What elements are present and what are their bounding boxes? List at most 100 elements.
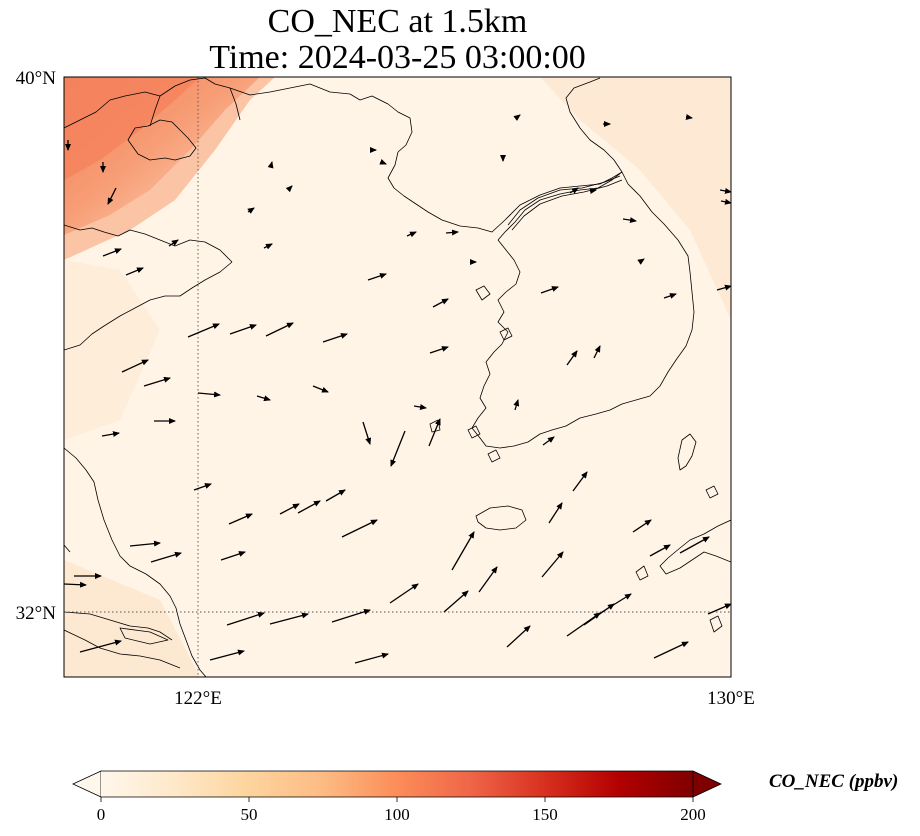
coast-shandong-north — [64, 224, 233, 263]
coast-liaodong — [64, 77, 623, 233]
coastlines — [64, 77, 731, 677]
wind-arrow — [685, 114, 693, 120]
colorbar-tick-label: 50 — [241, 805, 258, 824]
concentration-haze-west — [64, 260, 160, 440]
coast-island-2 — [499, 327, 513, 341]
wind-arrow — [197, 391, 221, 398]
wind-arrow — [125, 267, 144, 276]
border-line-3 — [511, 179, 623, 231]
coast-kyushu — [659, 519, 731, 575]
lon-tick-label-130: 130°E — [707, 688, 755, 709]
wind-arrow — [279, 503, 300, 515]
wind-arrow — [513, 399, 520, 411]
wind-arrow — [451, 531, 475, 571]
wind-arrow — [622, 217, 637, 224]
map-title: CO_NEC at 1.5km — [267, 3, 528, 40]
wind-arrow — [679, 536, 710, 554]
map-frame — [63, 76, 732, 678]
coast-bohai-inner — [149, 95, 161, 127]
wind-arrow — [263, 243, 273, 250]
colorbar-tick-label: 150 — [532, 805, 558, 824]
wind-vectors — [64, 114, 731, 664]
wind-arrow — [542, 436, 555, 446]
wind-arrow — [143, 376, 171, 387]
wind-arrow — [428, 418, 441, 447]
coast-shandong-south — [64, 261, 233, 351]
wind-arrow — [716, 284, 731, 291]
coast-chongming-island — [119, 627, 169, 645]
wind-arrow — [121, 359, 149, 373]
wind-arrow — [513, 114, 521, 121]
wind-arrow — [285, 185, 293, 193]
wind-arrow — [341, 519, 378, 538]
map-panel — [64, 77, 731, 677]
wind-arrow — [297, 500, 321, 514]
colorbar: 0 50 100 150 200 CO_NEC (ppbv) — [72, 770, 898, 824]
wind-arrow — [269, 612, 309, 625]
wind-arrow — [720, 198, 731, 205]
colorbar-label: CO_NEC (ppbv) — [769, 771, 898, 792]
wind-arrow — [506, 625, 531, 648]
lat-tick-label-40: 40°N — [16, 68, 57, 89]
concentration-plume-peak — [64, 77, 200, 180]
colorbar-extend-low — [72, 770, 102, 798]
wind-arrow — [226, 611, 265, 626]
coast-korea-border — [497, 171, 623, 241]
wind-arrow — [331, 608, 371, 623]
coast-island-7 — [709, 615, 723, 633]
wind-arrow — [325, 489, 346, 502]
colorbar-extend-high — [692, 770, 722, 798]
wind-arrow — [64, 581, 87, 588]
wind-arrow — [649, 544, 671, 557]
wind-arrow — [354, 652, 389, 664]
wind-arrow — [229, 324, 257, 335]
wind-arrow — [663, 293, 677, 299]
wind-arrow — [129, 540, 161, 547]
border-line-2 — [507, 175, 621, 226]
wind-arrow — [193, 483, 212, 491]
wind-arrow — [707, 603, 731, 615]
coast-tsushima — [677, 433, 697, 471]
wind-arrow — [228, 513, 253, 525]
wind-arrow — [150, 551, 182, 563]
wind-arrow — [107, 187, 117, 205]
wind-arrow — [637, 258, 645, 265]
coast-yangtze-south — [64, 629, 181, 669]
wind-arrow — [432, 298, 449, 308]
coast-korea — [471, 171, 695, 449]
wind-arrow — [569, 187, 579, 194]
wind-arrow — [566, 612, 601, 637]
wind-arrow — [390, 430, 406, 467]
lat-tick-label-32: 32°N — [16, 603, 57, 624]
coast-north-korea-east — [565, 77, 623, 173]
wind-arrow — [362, 421, 372, 445]
lon-tick-label-122: 122°E — [174, 688, 222, 709]
colorbar-gradient — [101, 771, 693, 797]
wind-arrow — [443, 590, 469, 613]
wind-arrow — [256, 395, 271, 402]
wind-arrow — [322, 333, 348, 343]
colorbar-ticks: 0 50 100 150 200 — [97, 797, 706, 824]
wind-arrow — [593, 345, 601, 359]
coast-island-3 — [467, 425, 481, 439]
wind-arrow — [220, 551, 246, 561]
wind-arrow — [102, 248, 122, 257]
coast-islet-west — [64, 544, 71, 553]
wind-arrow — [566, 350, 578, 366]
wind-arrow — [632, 519, 652, 533]
concentration-haze-northeast — [540, 77, 731, 320]
wind-arrow — [719, 187, 731, 194]
wind-arrow — [653, 641, 689, 659]
wind-arrow — [168, 239, 179, 247]
wind-arrow — [548, 502, 563, 524]
wind-arrow — [413, 404, 427, 410]
colorbar-tick-label: 100 — [384, 805, 410, 824]
coast-liaodong-tip — [127, 119, 197, 161]
wind-arrow — [267, 161, 274, 169]
coast-bohai-inner-2 — [229, 87, 241, 121]
coast-yangtze-north — [64, 611, 173, 641]
coast-jiangsu — [64, 447, 207, 677]
coast-jeju — [475, 505, 527, 531]
wind-arrow — [265, 322, 294, 337]
